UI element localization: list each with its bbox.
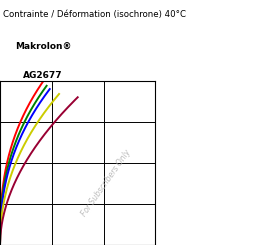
Text: Makrolon®: Makrolon®	[16, 42, 72, 51]
Text: AG2677: AG2677	[23, 71, 63, 80]
Text: Contrainte / Déformation (isochrone) 40°C: Contrainte / Déformation (isochrone) 40°…	[3, 10, 186, 19]
Text: For Subscribers Only: For Subscribers Only	[79, 147, 132, 218]
